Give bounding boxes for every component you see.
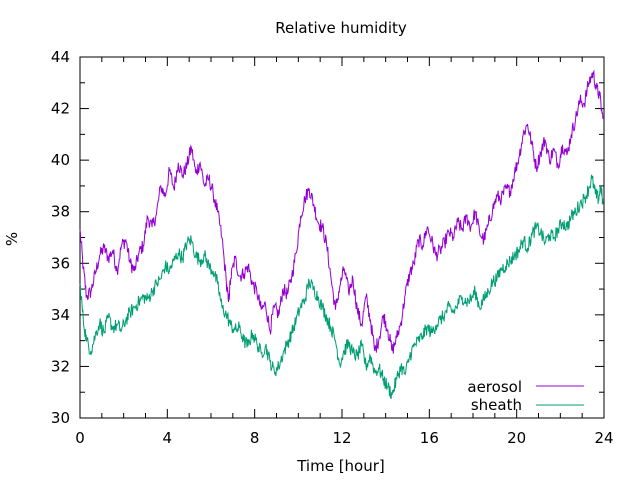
y-tick-label: 38 xyxy=(51,203,70,221)
x-axis-label: Time [hour] xyxy=(296,457,385,475)
x-axis-ticks: 0 4 8 12 16 20 24 xyxy=(75,57,614,447)
legend: aerosol sheath xyxy=(467,378,584,414)
legend-label-sheath: sheath xyxy=(471,396,522,414)
y-tick-label: 40 xyxy=(51,151,70,169)
y-tick-label: 34 xyxy=(51,306,70,324)
x-tick-label: 8 xyxy=(250,429,260,447)
series-line-sheath xyxy=(79,174,604,400)
x-tick-label: 16 xyxy=(420,429,439,447)
y-tick-label: 36 xyxy=(51,254,70,272)
y-tick-label: 32 xyxy=(51,357,70,375)
y-axis-ticks: 30 32 34 36 38 40 42 44 xyxy=(51,48,604,427)
x-tick-label: 0 xyxy=(75,429,85,447)
series-line-aerosol xyxy=(79,69,604,354)
x-tick-label: 20 xyxy=(507,429,526,447)
x-tick-label: 12 xyxy=(332,429,351,447)
y-tick-label: 44 xyxy=(51,48,70,66)
series-lines xyxy=(79,69,604,400)
legend-label-aerosol: aerosol xyxy=(467,378,522,396)
y-axis-label: % xyxy=(3,232,21,246)
x-tick-label: 4 xyxy=(163,429,173,447)
y-tick-label: 30 xyxy=(51,409,70,427)
plot-frame xyxy=(79,56,605,419)
x-tick-label: 24 xyxy=(594,429,613,447)
y-tick-label: 42 xyxy=(51,100,70,118)
chart-title: Relative humidity xyxy=(275,19,407,37)
